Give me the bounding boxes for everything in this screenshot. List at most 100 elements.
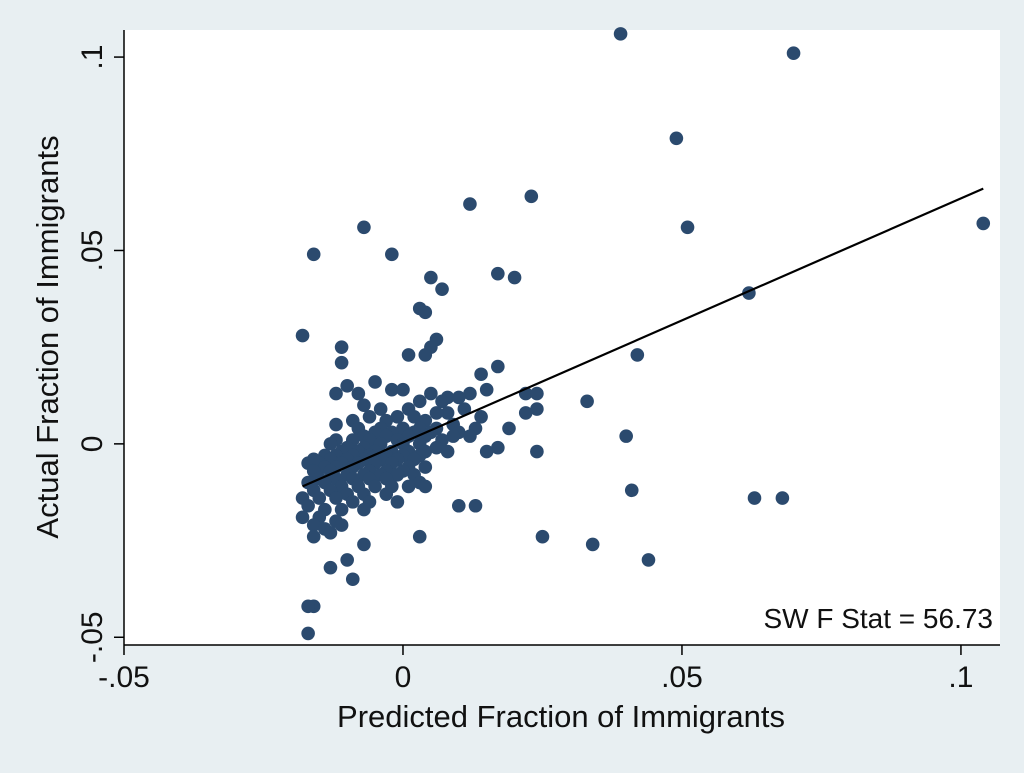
data-point	[585, 537, 600, 552]
x-axis-ticks: -.05 0 .05 .1	[98, 645, 973, 694]
data-point	[451, 390, 466, 405]
data-point	[429, 406, 444, 420]
data-point	[418, 348, 433, 362]
data-point	[306, 247, 321, 262]
data-point	[747, 491, 762, 505]
data-point	[491, 266, 505, 281]
data-point	[491, 359, 505, 374]
data-point	[976, 216, 991, 231]
plot-area	[124, 30, 1000, 645]
y-tick-label: -.05	[76, 611, 109, 663]
x-tick-label: .1	[948, 661, 973, 694]
data-point	[345, 572, 360, 587]
data-point	[340, 553, 354, 567]
data-point	[334, 355, 349, 370]
data-point	[530, 444, 544, 459]
data-point	[357, 502, 371, 517]
data-point	[345, 495, 360, 509]
data-point	[502, 421, 516, 436]
data-point	[535, 529, 550, 544]
data-point	[306, 529, 321, 544]
data-point	[401, 348, 416, 362]
data-point	[613, 27, 628, 41]
data-point	[775, 491, 790, 505]
data-point	[385, 247, 399, 262]
data-point	[312, 491, 327, 505]
data-point	[334, 518, 349, 532]
sw-f-stat-annotation: SW F Stat = 56.73	[763, 603, 993, 634]
data-point	[329, 491, 343, 505]
data-point	[630, 348, 645, 362]
data-point	[530, 386, 544, 401]
data-point	[323, 526, 338, 540]
data-point	[669, 131, 684, 146]
data-point	[351, 386, 366, 401]
data-point	[329, 386, 343, 401]
x-tick-label: 0	[395, 661, 412, 694]
data-point	[786, 46, 801, 61]
data-point	[362, 409, 377, 424]
data-point	[334, 502, 349, 517]
data-point	[385, 382, 399, 397]
data-point	[301, 599, 315, 614]
data-point	[474, 409, 488, 424]
data-point	[418, 479, 433, 494]
data-point	[357, 220, 371, 235]
data-point	[463, 429, 477, 443]
data-point	[418, 305, 433, 320]
y-tick-label: .1	[76, 45, 109, 70]
data-point	[680, 220, 695, 235]
data-point	[624, 483, 639, 498]
y-tick-label: .05	[76, 230, 109, 272]
data-point	[435, 394, 449, 409]
data-point	[379, 487, 394, 501]
data-point	[295, 510, 310, 525]
data-point	[530, 402, 544, 416]
y-axis-ticks: -.05 0 .05 .1	[76, 45, 124, 663]
y-tick-label: 0	[76, 436, 109, 453]
data-point	[463, 197, 477, 211]
data-point	[412, 394, 427, 409]
data-point	[390, 495, 405, 509]
data-point	[334, 340, 349, 354]
data-point	[401, 479, 416, 494]
data-point	[518, 406, 533, 420]
data-point	[491, 440, 505, 455]
data-point	[396, 382, 410, 397]
data-point	[323, 437, 338, 451]
data-point	[446, 429, 460, 443]
data-point	[418, 460, 433, 474]
data-point	[373, 402, 388, 416]
data-point	[451, 498, 466, 513]
fit-line	[302, 187, 984, 488]
data-point	[435, 282, 449, 296]
data-point	[424, 270, 438, 285]
data-point	[357, 537, 371, 552]
data-point	[468, 498, 483, 513]
data-point	[301, 626, 315, 641]
data-point	[507, 270, 522, 285]
data-point	[295, 328, 310, 343]
data-point	[479, 444, 494, 459]
data-point	[357, 398, 371, 412]
data-point	[429, 440, 444, 455]
data-point	[390, 409, 405, 424]
data-point	[580, 394, 594, 409]
y-axis-title: Actual Fraction of Immigrants	[30, 135, 65, 538]
data-point	[306, 518, 321, 532]
data-point	[457, 402, 472, 416]
data-point	[390, 468, 405, 482]
data-point	[524, 189, 539, 204]
data-point	[641, 553, 656, 567]
data-point	[463, 386, 477, 401]
data-point	[407, 409, 421, 424]
data-point	[479, 382, 494, 397]
x-tick-label: -.05	[98, 661, 150, 694]
x-tick-label: .05	[661, 661, 703, 694]
data-point	[323, 560, 338, 575]
data-point	[440, 406, 455, 420]
data-point	[368, 479, 382, 494]
data-point	[329, 417, 343, 432]
